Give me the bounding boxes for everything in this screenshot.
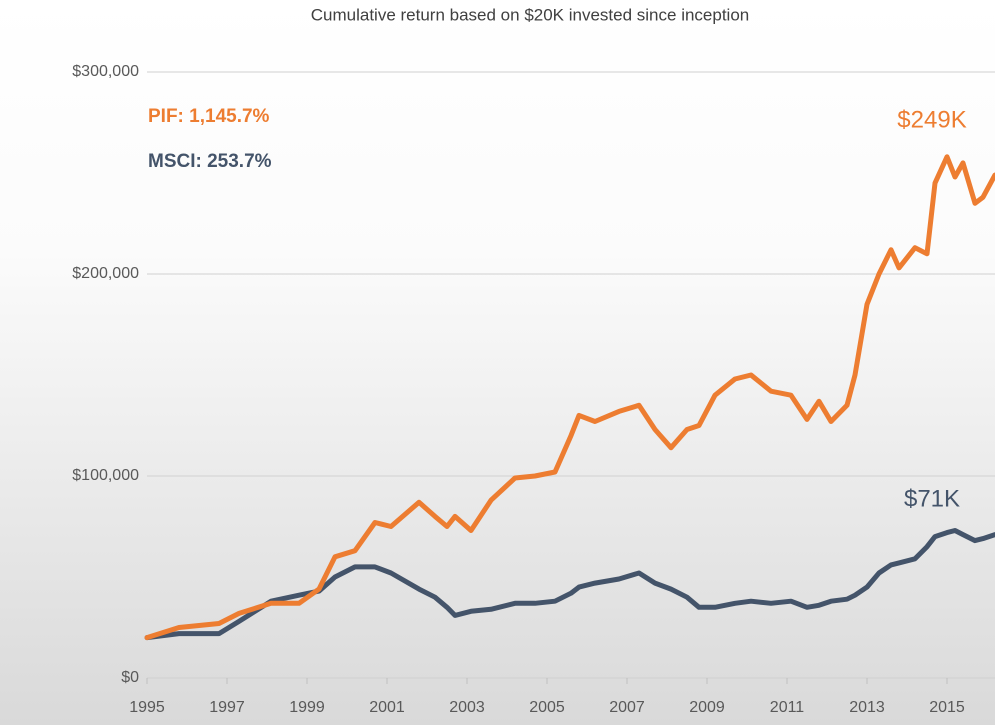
x-tick-label: 2011 [770, 699, 805, 716]
x-tick-label: 2007 [609, 699, 645, 716]
x-tick-label: 2013 [849, 699, 885, 716]
x-tick-label: 2003 [449, 699, 485, 716]
annotation: MSCI: 253.7% [148, 151, 272, 172]
annotation: $71K [904, 485, 960, 512]
series-line [144, 154, 995, 641]
y-tick-label: $200,000 [72, 265, 139, 282]
x-tick-label: 1995 [129, 699, 165, 716]
y-tick-label: $0 [121, 669, 139, 686]
x-tick-label: 2005 [529, 699, 565, 716]
annotation: $249K [897, 106, 966, 133]
y-tick-label: $300,000 [72, 63, 139, 80]
x-tick-label: 2001 [369, 699, 405, 716]
annotation: PIF: 1,145.7% [148, 106, 270, 127]
x-tick-label: 1997 [209, 699, 245, 716]
x-tick-label: 1999 [289, 699, 325, 716]
x-tick-label: 2015 [929, 699, 965, 716]
y-tick-label: $100,000 [72, 467, 139, 484]
series-line [144, 528, 995, 641]
chart-title: Cumulative return based on $20K invested… [311, 5, 750, 24]
x-tick-label: 2009 [689, 699, 725, 716]
